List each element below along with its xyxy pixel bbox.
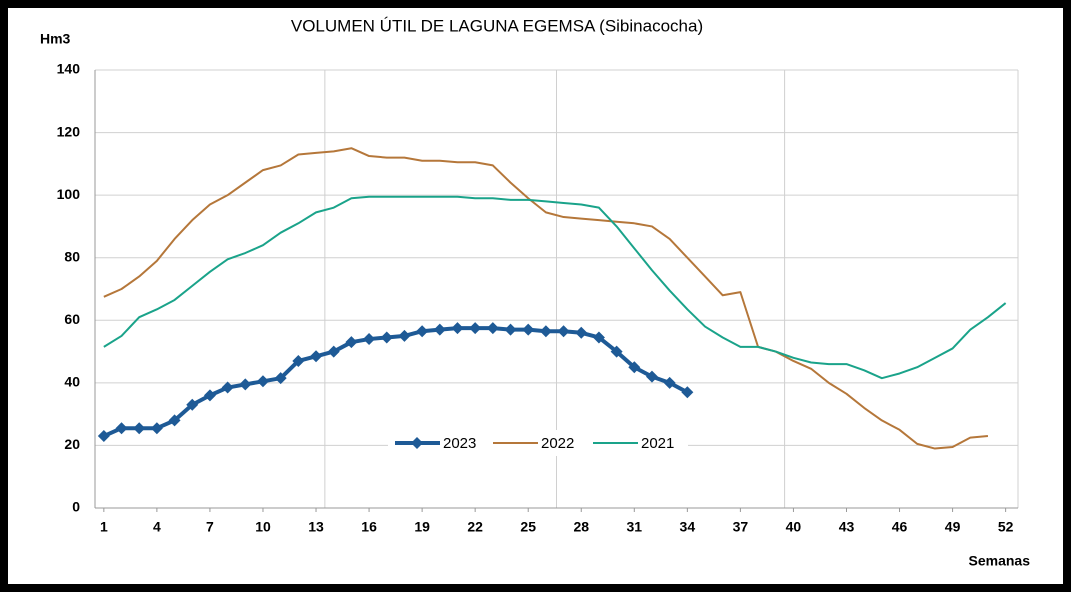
marker xyxy=(203,389,216,402)
x-tick-label: 40 xyxy=(786,519,802,535)
marker xyxy=(610,345,623,358)
marker xyxy=(628,361,641,374)
series-line xyxy=(103,147,989,450)
y-tick-label: 140 xyxy=(57,61,81,77)
x-tick-label: 13 xyxy=(308,519,324,535)
marker xyxy=(345,336,358,349)
marker xyxy=(256,375,269,388)
x-tick-label: 52 xyxy=(998,519,1014,535)
chart-title: VOLUMEN ÚTIL DE LAGUNA EGEMSA (Sibinacoc… xyxy=(291,16,703,35)
y-tick-label: 60 xyxy=(64,311,80,327)
marker xyxy=(150,422,163,435)
series-line xyxy=(103,195,1007,380)
x-tick-label: 28 xyxy=(573,519,589,535)
marker xyxy=(115,422,128,435)
marker xyxy=(292,354,305,367)
marker xyxy=(133,422,146,435)
marker xyxy=(186,398,199,411)
marker xyxy=(168,414,181,427)
marker xyxy=(469,322,482,335)
legend-marker xyxy=(411,437,423,449)
marker xyxy=(645,370,658,383)
marker xyxy=(681,386,694,399)
x-tick-label: 19 xyxy=(414,519,430,535)
y-tick-label: 120 xyxy=(57,123,81,139)
marker xyxy=(363,333,376,346)
x-tick-label: 31 xyxy=(627,519,643,535)
marker xyxy=(557,325,570,338)
marker xyxy=(380,331,393,344)
marker xyxy=(486,322,499,335)
marker xyxy=(327,345,340,358)
marker xyxy=(663,376,676,389)
marker xyxy=(539,325,552,338)
marker xyxy=(310,350,323,363)
marker xyxy=(451,322,464,335)
marker xyxy=(221,381,234,394)
x-tick-label: 34 xyxy=(680,519,696,535)
marker xyxy=(433,323,446,336)
x-tick-label: 16 xyxy=(361,519,377,535)
x-tick-label: 22 xyxy=(467,519,483,535)
marker xyxy=(97,430,110,443)
marker xyxy=(274,372,287,385)
series-line xyxy=(103,326,689,438)
marker xyxy=(504,323,517,336)
y-tick-label: 100 xyxy=(57,186,81,202)
x-tick-label: 49 xyxy=(945,519,961,535)
legend-label: 2023 xyxy=(443,435,476,452)
y-tick-label: 80 xyxy=(64,248,80,264)
y-axis-label: Hm3 xyxy=(40,31,71,47)
x-tick-label: 10 xyxy=(255,519,271,535)
x-tick-label: 4 xyxy=(153,519,161,535)
x-tick-label: 43 xyxy=(839,519,855,535)
x-tick-label: 1 xyxy=(100,519,108,535)
marker xyxy=(398,329,411,342)
marker xyxy=(416,325,429,338)
x-tick-label: 25 xyxy=(520,519,536,535)
legend-label: 2022 xyxy=(541,435,574,452)
marker xyxy=(522,323,535,336)
y-tick-label: 0 xyxy=(72,499,80,515)
marker xyxy=(239,378,252,391)
x-tick-label: 37 xyxy=(733,519,749,535)
y-tick-label: 20 xyxy=(64,436,80,452)
x-axis-label: Semanas xyxy=(969,553,1031,569)
legend-label: 2021 xyxy=(641,435,674,452)
marker xyxy=(575,326,588,339)
x-tick-label: 46 xyxy=(892,519,908,535)
x-tick-label: 7 xyxy=(206,519,214,535)
y-tick-label: 40 xyxy=(64,374,80,390)
marker xyxy=(592,331,605,344)
